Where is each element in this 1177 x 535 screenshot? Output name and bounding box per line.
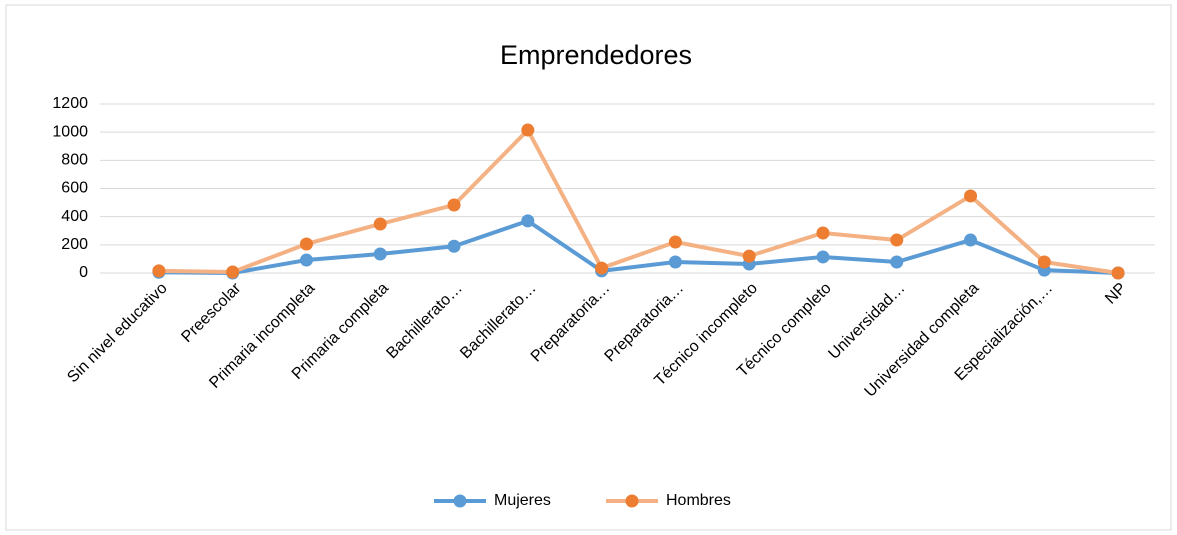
data-point bbox=[890, 255, 904, 269]
y-tick-label: 1200 bbox=[52, 95, 88, 112]
chart-frame bbox=[5, 4, 1172, 531]
data-point bbox=[447, 198, 461, 212]
data-point bbox=[152, 264, 166, 278]
data-point bbox=[447, 239, 461, 253]
data-point bbox=[226, 265, 240, 279]
data-point bbox=[521, 123, 535, 137]
y-tick-label: 800 bbox=[61, 152, 88, 169]
data-point bbox=[668, 255, 682, 269]
data-point bbox=[299, 237, 313, 251]
data-point bbox=[964, 189, 978, 203]
legend-label: Mujeres bbox=[494, 492, 551, 509]
legend-label: Hombres bbox=[666, 492, 731, 509]
data-point bbox=[595, 261, 609, 275]
data-point bbox=[1037, 255, 1051, 269]
legend-marker bbox=[625, 494, 639, 508]
data-point bbox=[373, 217, 387, 231]
data-point bbox=[299, 253, 313, 267]
data-point bbox=[1111, 266, 1125, 280]
y-tick-label: 600 bbox=[61, 180, 88, 197]
data-point bbox=[373, 247, 387, 261]
data-point bbox=[890, 233, 904, 247]
data-point bbox=[816, 226, 830, 240]
data-point bbox=[668, 235, 682, 249]
data-point bbox=[964, 233, 978, 247]
y-tick-label: 200 bbox=[61, 236, 88, 253]
data-point bbox=[816, 250, 830, 264]
y-tick-label: 400 bbox=[61, 208, 88, 225]
series-line bbox=[158, 128, 1119, 275]
y-tick-label: 0 bbox=[79, 264, 88, 281]
data-point bbox=[742, 249, 756, 263]
chart-title: Emprendedores bbox=[500, 40, 692, 70]
data-point bbox=[521, 214, 535, 228]
legend-marker bbox=[453, 494, 467, 508]
y-tick-label: 1000 bbox=[52, 123, 88, 140]
series-line bbox=[158, 218, 1119, 275]
